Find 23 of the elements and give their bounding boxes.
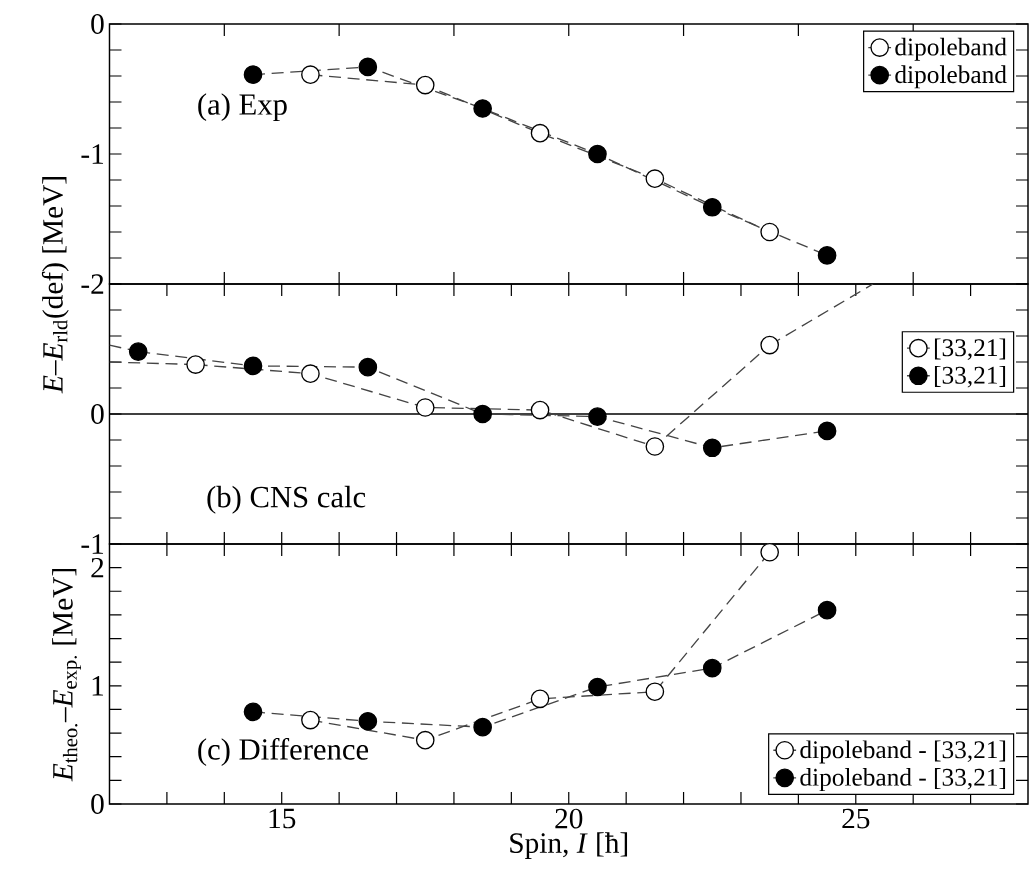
legend-label: dipoleband - [33,21] [800,740,1006,764]
x-tick-label: 25 [842,808,870,829]
y-tick-label: -1 [81,144,104,164]
annotation: (b) CNS calc [207,485,366,514]
y-axis-title: E–E$_{rld}$(def) [MeV] [41,177,69,394]
annotation: (a) Exp [198,93,287,122]
x-axis-title: Spin, I [ħ] [510,832,628,859]
x-tick-label: 15 [269,808,296,829]
y-tick-label: 1 [92,676,104,696]
y-axis-title: E$_{theo.}$–E$_{exp.}$ [MeV] [52,569,81,782]
y-tick-label: 0 [91,794,104,814]
y-tick-label: 0 [91,404,104,424]
annotation: (c) Difference [198,737,369,767]
y-tick-label: -1 [81,534,104,554]
y-tick-label: 2 [91,557,104,578]
legend-label: dipoleband - [33,21] [800,768,1006,792]
legend-label: dipoleband [895,37,1007,61]
y-tick-label: -2 [81,274,104,294]
legend-label: dipoleband [895,65,1007,89]
y-tick-label: 0 [91,14,104,34]
legend-label: [33,21] [934,338,1006,360]
legend-label: [33,21] [934,366,1006,388]
x-tick-label: 20 [555,808,583,829]
